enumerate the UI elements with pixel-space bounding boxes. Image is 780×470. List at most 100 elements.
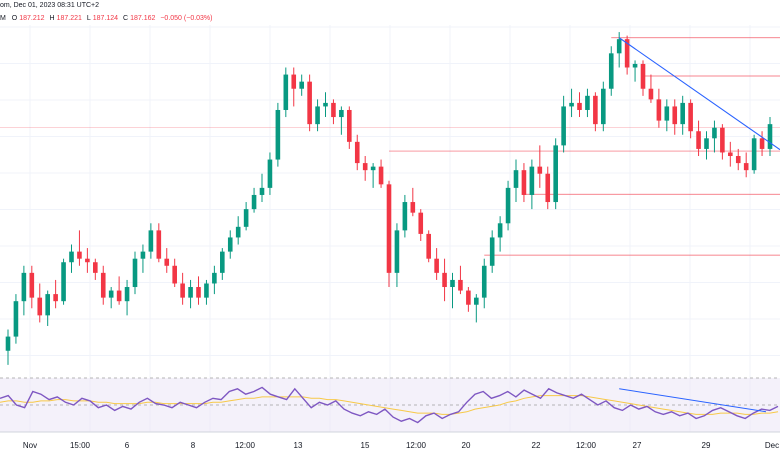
candle-body	[426, 233, 431, 259]
candle-body	[418, 212, 424, 234]
candle-body	[212, 272, 217, 284]
candle-body	[394, 230, 400, 273]
candle-body	[188, 287, 193, 298]
x-tick-label: Dec	[765, 441, 779, 450]
candle-body	[577, 102, 582, 110]
high-value: 187.221	[56, 15, 82, 22]
candle-body	[672, 106, 678, 125]
candle-body	[759, 138, 765, 149]
candle-body	[640, 63, 646, 89]
candle-body	[728, 152, 733, 157]
candle-body	[529, 166, 535, 195]
candle-body	[116, 290, 122, 302]
x-tick-label: 29	[702, 441, 711, 450]
candle-body	[696, 131, 701, 149]
close-value: 187.162	[130, 15, 156, 22]
candle-body	[85, 258, 90, 263]
candle-body	[743, 163, 749, 171]
candle-body	[410, 202, 416, 213]
rsi-line	[0, 386, 779, 424]
candle-body	[489, 237, 495, 266]
candle-body	[767, 124, 773, 149]
candle-body	[688, 102, 693, 132]
candle-body	[227, 237, 233, 252]
candle-body	[624, 39, 630, 68]
candle-body	[13, 301, 19, 337]
candle-body	[148, 230, 154, 252]
candle-body	[315, 106, 320, 125]
candle-body	[307, 81, 312, 125]
candle-body	[735, 156, 741, 164]
x-tick-label: 13	[294, 441, 303, 450]
x-tick-label: 12:00	[406, 441, 427, 450]
candle-body	[474, 297, 479, 305]
close-label: C	[123, 15, 129, 22]
candle-body	[5, 336, 11, 351]
candle-body	[93, 262, 98, 273]
x-tick-label: 12:00	[576, 441, 597, 450]
candle-body	[450, 279, 455, 288]
candle-body	[259, 187, 265, 195]
candle-body	[712, 127, 717, 139]
candle-body	[132, 258, 138, 288]
candle-body	[362, 163, 368, 171]
candle-body	[458, 279, 463, 291]
candle-body	[140, 251, 146, 259]
candle-body	[521, 170, 527, 195]
chart-header-title: om, Dec 01, 2023 08:31 UTC+2	[0, 2, 99, 9]
candle-body	[331, 102, 336, 118]
candle-body	[466, 290, 471, 305]
change-value: −0.050 (−0.03%)	[160, 15, 213, 22]
candle-body	[283, 74, 289, 110]
low-label: L	[86, 15, 91, 22]
candle-body	[616, 39, 622, 54]
candle-body	[497, 223, 503, 238]
candle-body	[402, 202, 408, 231]
candle-body	[442, 272, 447, 288]
low-value: 187.124	[92, 15, 119, 22]
candle-body	[648, 88, 654, 100]
candle-body	[267, 159, 273, 188]
candle-body	[204, 283, 209, 298]
candle-body	[513, 170, 519, 188]
candle-body	[593, 95, 598, 125]
candle-body	[751, 138, 757, 171]
x-tick-label: 15	[361, 441, 370, 450]
candle-body	[632, 63, 638, 68]
candle-body	[235, 226, 241, 238]
candle-body	[386, 184, 392, 273]
candle-body	[220, 251, 225, 273]
candle-body	[434, 258, 439, 273]
candle-body	[370, 166, 376, 171]
candle-body	[537, 166, 543, 174]
candle-body	[347, 109, 352, 142]
open-label: O	[11, 15, 18, 22]
candle-body	[561, 106, 566, 146]
candle-body	[323, 102, 328, 107]
candle-body	[569, 102, 574, 107]
candle-body	[21, 272, 27, 302]
candle-body	[378, 166, 384, 185]
x-tick-label: 20	[462, 441, 471, 450]
candle-body	[196, 287, 201, 298]
candle-body	[680, 102, 685, 125]
candle-body	[251, 194, 257, 210]
candle-body	[704, 138, 709, 149]
candle-body	[100, 272, 106, 298]
open-value: 187.212	[19, 15, 45, 22]
candle-body	[354, 141, 360, 164]
candle-body	[299, 81, 304, 89]
x-tick-label: 8	[191, 441, 196, 450]
trendline-price	[618, 37, 780, 151]
candle-body	[77, 251, 82, 259]
symbol-info: om, Dec 01, 2023 08:31 UTC+2	[0, 2, 100, 9]
trendline-rsi	[619, 388, 767, 413]
candle-body	[53, 294, 58, 302]
candle-body	[37, 297, 43, 316]
candle-body	[156, 230, 162, 259]
high-label: H	[49, 15, 55, 22]
candle-body	[29, 272, 35, 298]
x-tick-label: 6	[125, 441, 130, 450]
